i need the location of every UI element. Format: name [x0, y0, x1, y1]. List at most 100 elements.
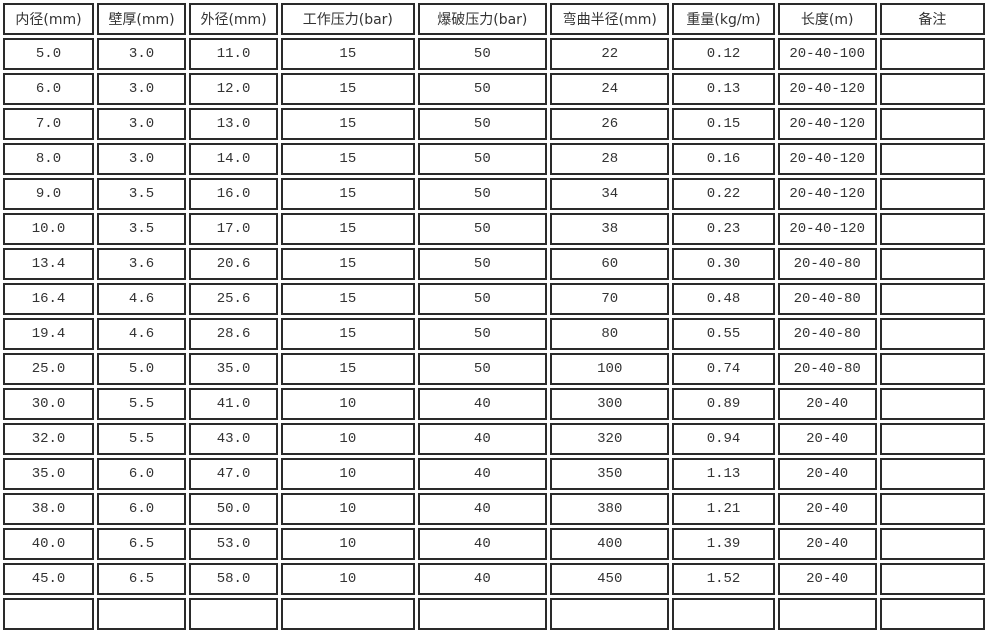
table-cell: 50 — [417, 213, 548, 245]
table-cell — [879, 318, 985, 350]
table-cell: 50 — [417, 283, 548, 315]
table-cell: 3.0 — [97, 108, 187, 140]
table-cell: 10 — [281, 563, 415, 595]
table-cell: 24 — [550, 73, 670, 105]
table-cell: 20-40 — [777, 388, 877, 420]
table-cell: 15 — [281, 38, 415, 70]
table-cell: 70 — [550, 283, 670, 315]
table-cell: 8.0 — [3, 143, 95, 175]
table-cell: 450 — [550, 563, 670, 595]
table-cell: 13.4 — [3, 248, 95, 280]
table-cell: 300 — [550, 388, 670, 420]
table-cell — [879, 38, 985, 70]
table-cell: 4.6 — [97, 318, 187, 350]
table-cell: 0.74 — [672, 353, 775, 385]
table-cell: 100 — [550, 353, 670, 385]
table-cell: 3.5 — [97, 178, 187, 210]
table-cell: 30.0 — [3, 388, 95, 420]
table-cell: 5.0 — [3, 38, 95, 70]
table-cell: 0.23 — [672, 213, 775, 245]
table-cell: 6.5 — [97, 563, 187, 595]
table-cell — [879, 458, 985, 490]
table-cell: 5.5 — [97, 423, 187, 455]
table-row: 10.0 3.5 17.0 15 50 38 0.23 20-40-120 — [3, 213, 985, 245]
table-cell: 0.12 — [672, 38, 775, 70]
table-row: 7.0 3.0 13.0 15 50 26 0.15 20-40-120 — [3, 108, 985, 140]
column-header: 外径(mm) — [189, 3, 279, 35]
table-cell: 0.30 — [672, 248, 775, 280]
table-cell: 25.6 — [189, 283, 279, 315]
column-header: 备注 — [879, 3, 985, 35]
table-cell: 6.0 — [3, 73, 95, 105]
table-cell: 20-40 — [777, 493, 877, 525]
table-cell: 0.22 — [672, 178, 775, 210]
column-header: 内径(mm) — [3, 3, 95, 35]
table-cell: 0.48 — [672, 283, 775, 315]
table-row: 30.0 5.5 41.0 10 40 300 0.89 20-40 — [3, 388, 985, 420]
table-cell: 38.0 — [3, 493, 95, 525]
column-header: 工作压力(bar) — [281, 3, 415, 35]
table-cell: 20-40-80 — [777, 318, 877, 350]
table-cell: 47.0 — [189, 458, 279, 490]
table-cell: 20-40-80 — [777, 283, 877, 315]
table-cell: 15 — [281, 248, 415, 280]
table-cell: 60 — [550, 248, 670, 280]
table-cell: 3.0 — [97, 143, 187, 175]
table-cell — [879, 178, 985, 210]
table-cell — [879, 283, 985, 315]
table-row: 45.0 6.5 58.0 10 40 450 1.52 20-40 — [3, 563, 985, 595]
table-cell: 40 — [417, 493, 548, 525]
table-row: 9.0 3.5 16.0 15 50 34 0.22 20-40-120 — [3, 178, 985, 210]
table-cell: 40 — [417, 458, 548, 490]
table-cell: 20-40 — [777, 563, 877, 595]
table-cell: 6.5 — [97, 528, 187, 560]
table-cell: 12.0 — [189, 73, 279, 105]
table-row: 8.0 3.0 14.0 15 50 28 0.16 20-40-120 — [3, 143, 985, 175]
table-cell: 32.0 — [3, 423, 95, 455]
table-cell: 28.6 — [189, 318, 279, 350]
table-cell: 50 — [417, 38, 548, 70]
table-cell — [879, 353, 985, 385]
column-header: 爆破压力(bar) — [417, 3, 548, 35]
table-cell: 20-40 — [777, 458, 877, 490]
table-cell — [879, 388, 985, 420]
table-cell: 0.89 — [672, 388, 775, 420]
column-header: 壁厚(mm) — [97, 3, 187, 35]
table-cell: 20-40 — [777, 528, 877, 560]
table-cell: 400 — [550, 528, 670, 560]
table-cell: 15 — [281, 213, 415, 245]
table-cell: 40.0 — [3, 528, 95, 560]
table-cell: 15 — [281, 318, 415, 350]
table-cell: 10 — [281, 493, 415, 525]
table-cell: 50 — [417, 178, 548, 210]
table-cell: 5.0 — [97, 353, 187, 385]
table-cell: 320 — [550, 423, 670, 455]
table-cell — [879, 143, 985, 175]
table-cell: 25.0 — [3, 353, 95, 385]
table-row: 32.0 5.5 43.0 10 40 320 0.94 20-40 — [3, 423, 985, 455]
table-cell: 38 — [550, 213, 670, 245]
table-cell: 15 — [281, 108, 415, 140]
table-cell: 17.0 — [189, 213, 279, 245]
table-cell — [879, 563, 985, 595]
table-cell: 20-40-120 — [777, 143, 877, 175]
table-cell: 350 — [550, 458, 670, 490]
table-row: 6.0 3.0 12.0 15 50 24 0.13 20-40-120 — [3, 73, 985, 105]
table-cell: 11.0 — [189, 38, 279, 70]
table-cell: 15 — [281, 73, 415, 105]
table-cell: 34 — [550, 178, 670, 210]
table-cell: 3.0 — [97, 38, 187, 70]
table-cell: 7.0 — [3, 108, 95, 140]
table-cell: 380 — [550, 493, 670, 525]
table-cell: 10 — [281, 423, 415, 455]
table-cell: 40 — [417, 388, 548, 420]
table-cell: 1.52 — [672, 563, 775, 595]
table-row: 16.4 4.6 25.6 15 50 70 0.48 20-40-80 — [3, 283, 985, 315]
table-row: 13.4 3.6 20.6 15 50 60 0.30 20-40-80 — [3, 248, 985, 280]
table-cell: 20-40-120 — [777, 73, 877, 105]
table-cell: 14.0 — [189, 143, 279, 175]
table-cell: 58.0 — [189, 563, 279, 595]
table-cell: 20-40-100 — [777, 38, 877, 70]
table-cell: 10 — [281, 528, 415, 560]
